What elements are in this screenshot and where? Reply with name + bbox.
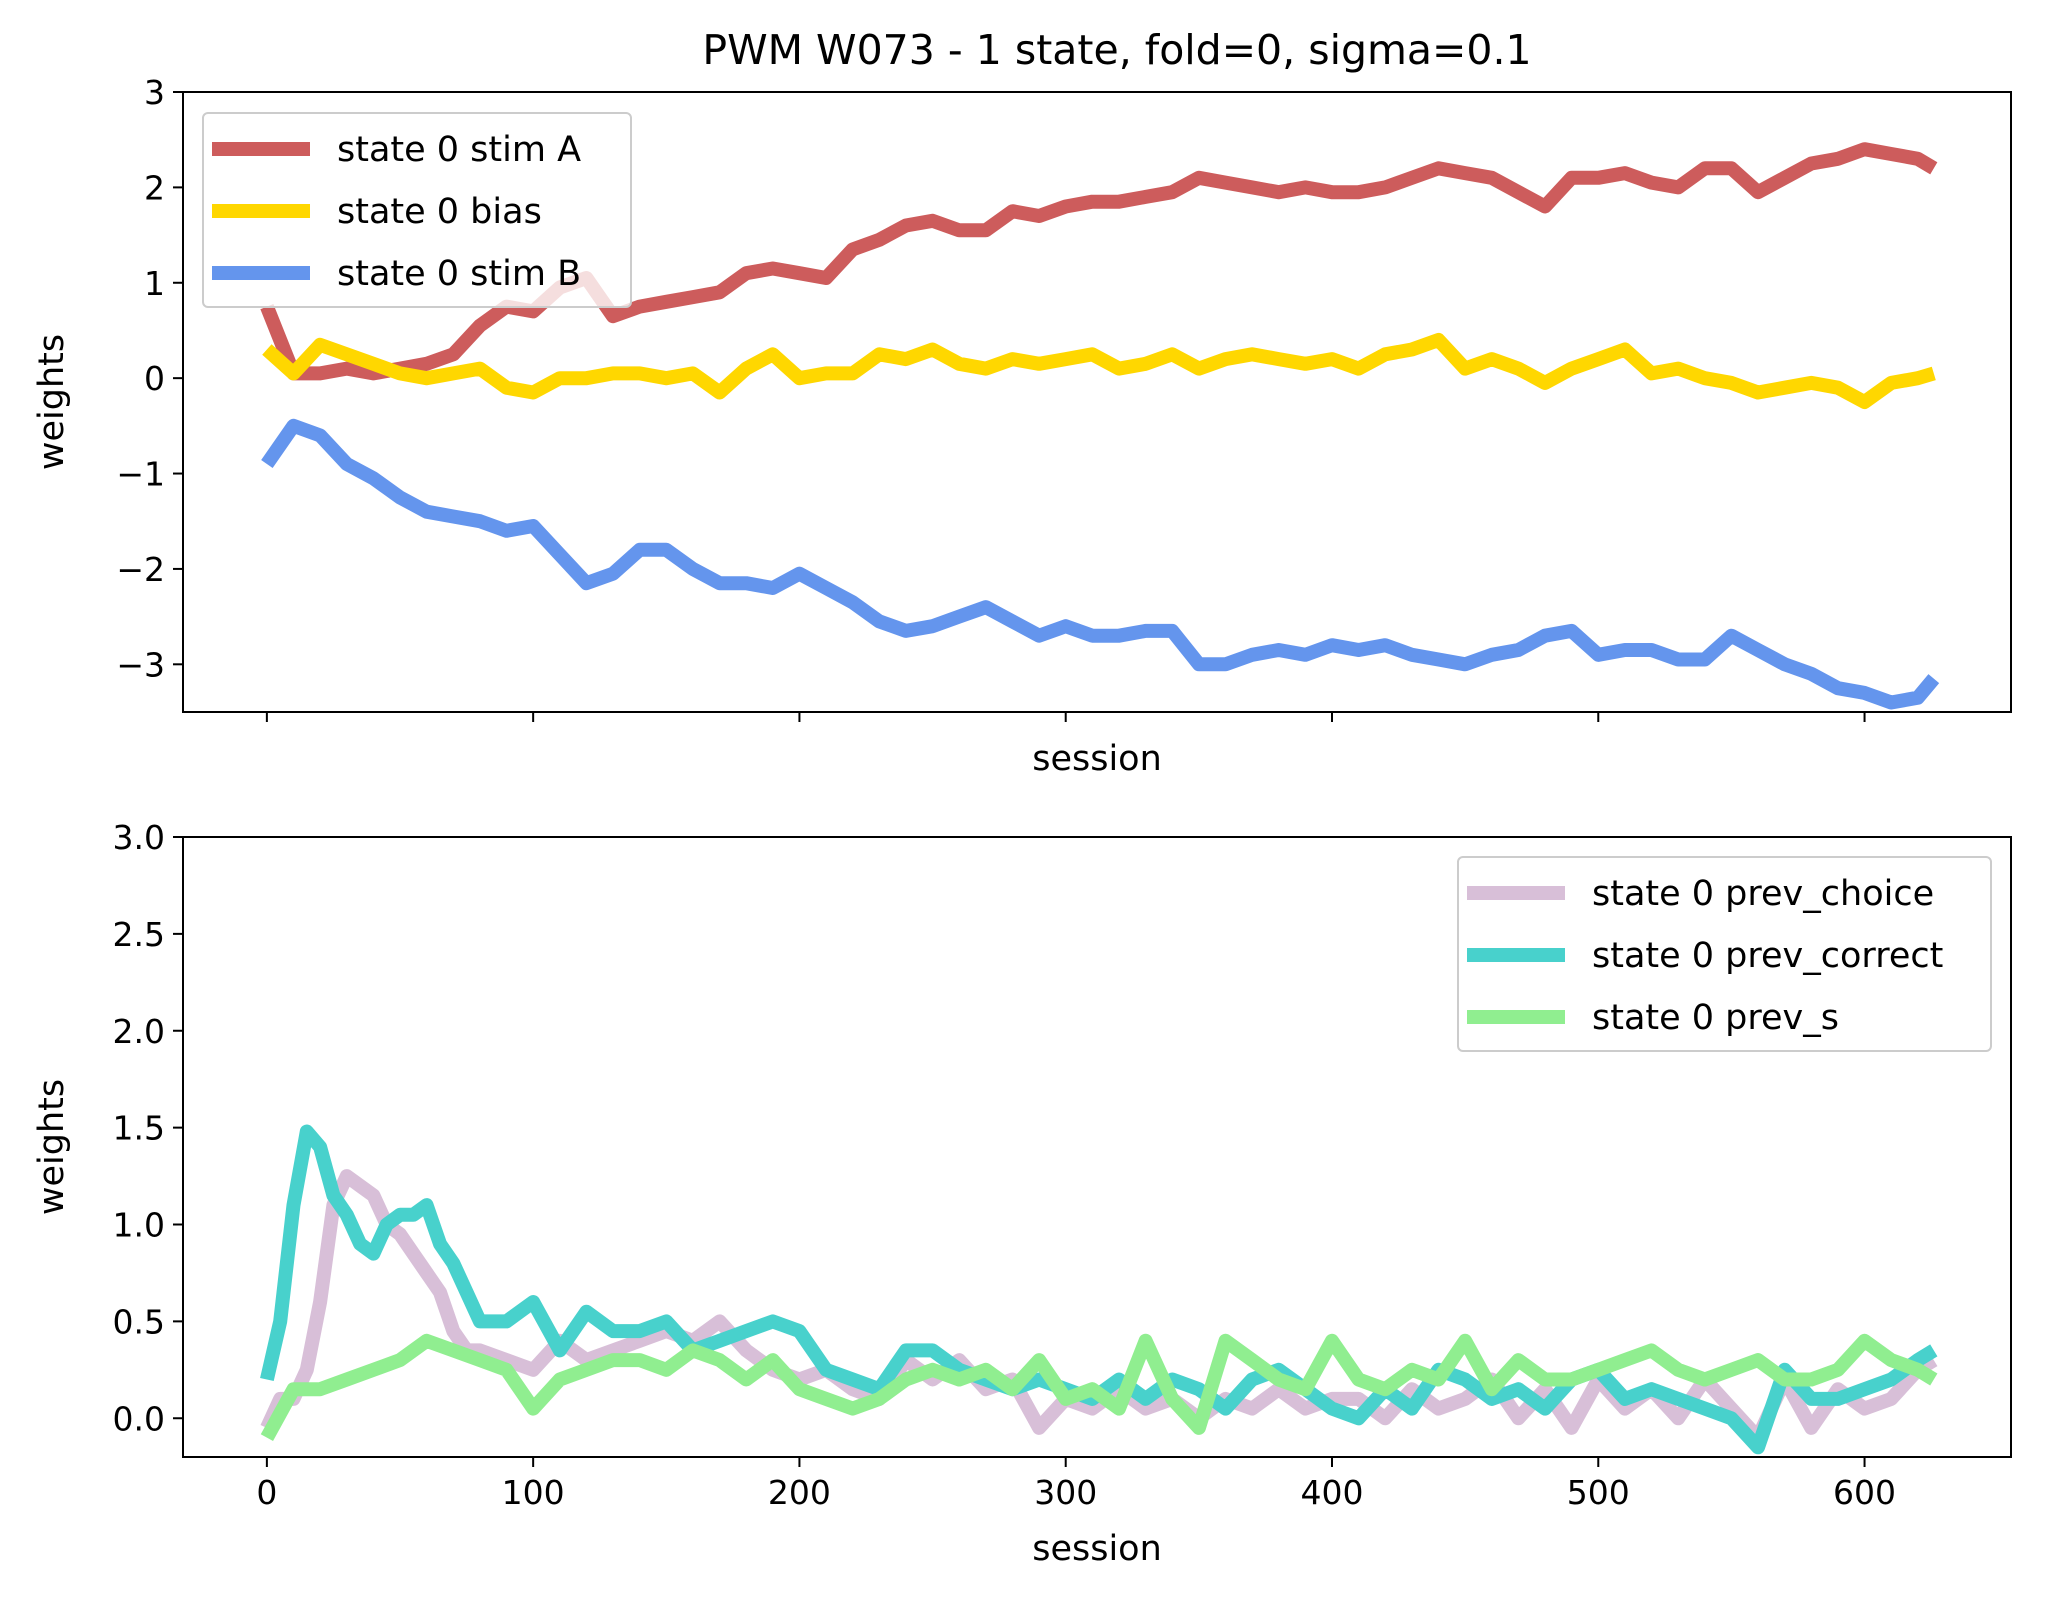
y-tick-label-2: 2 bbox=[144, 168, 165, 207]
y-tick-label-3-0: 3.0 bbox=[113, 818, 165, 857]
top-x-axis-label: session bbox=[1032, 739, 1162, 779]
x-tick-label-400: 400 bbox=[1300, 1473, 1363, 1512]
series-line-state-0-stim-b bbox=[261, 418, 1940, 710]
y-tick-label-1: −1 bbox=[116, 455, 165, 494]
top-y-axis-label: weights bbox=[32, 334, 72, 470]
y-tick-label-1-5: 1.5 bbox=[113, 1109, 165, 1148]
x-tick-label-100: 100 bbox=[502, 1473, 565, 1512]
chart-title: PWM W073 - 1 state, fold=0, sigma=0.1 bbox=[702, 26, 1531, 74]
bottom-series-lines bbox=[260, 1124, 1938, 1455]
y-tick-label-3: −3 bbox=[116, 645, 165, 684]
legend-label-state-0-stim-a: state 0 stim A bbox=[337, 130, 581, 170]
legend-frame bbox=[1457, 856, 1992, 1052]
legend-label-state-0-prev-correct: state 0 prev_correct bbox=[1592, 936, 1943, 976]
x-tick-label-500: 500 bbox=[1567, 1473, 1630, 1512]
legend-label-state-0-prev-s: state 0 prev_s bbox=[1592, 998, 1839, 1038]
y-tick-label-0-0: 0.0 bbox=[113, 1399, 165, 1438]
bottom-x-axis-label: session bbox=[1032, 1529, 1162, 1569]
series-line-state-0-prev-s bbox=[260, 1333, 1938, 1441]
bottom-axes-frame bbox=[182, 836, 2012, 1458]
top-axis-ticks: 3 2 1 0 −1 −2 −3 bbox=[116, 73, 1866, 722]
top-legend: state 0 stim A state 0 bias state 0 stim B bbox=[202, 112, 632, 308]
legend-label-state-0-bias: state 0 bias bbox=[337, 192, 542, 232]
top-subplot: PWM W073 - 1 state, fold=0, sigma=0.1 3 2… bbox=[32, 26, 2012, 779]
y-tick-label-2: −2 bbox=[116, 550, 165, 589]
y-tick-label-2-5: 2.5 bbox=[113, 915, 165, 954]
x-tick-label-300: 300 bbox=[1034, 1473, 1097, 1512]
top-axes-frame bbox=[182, 91, 2012, 713]
x-tick-label-600: 600 bbox=[1833, 1473, 1896, 1512]
legend-label-state-0-prev-choice: state 0 prev_choice bbox=[1592, 874, 1934, 914]
bottom-subplot: 0 100 200 300 400 500 600 3.0 2.5 2.0 1.5 1.0 0.5 0.0… bbox=[32, 818, 2012, 1569]
series-line-state-0-bias bbox=[262, 333, 1936, 409]
y-tick-label-0: 0 bbox=[144, 359, 165, 398]
y-tick-label-3: 3 bbox=[144, 73, 165, 112]
legend-label-state-0-stim-b: state 0 stim B bbox=[337, 254, 581, 294]
bottom-y-axis-label: weights bbox=[32, 1079, 72, 1215]
x-tick-label-200: 200 bbox=[768, 1473, 831, 1512]
legend-frame bbox=[202, 112, 632, 308]
y-tick-label-2-0: 2.0 bbox=[113, 1012, 165, 1051]
y-tick-label-1: 1 bbox=[144, 264, 165, 303]
y-tick-label-1-0: 1.0 bbox=[113, 1206, 165, 1245]
y-tick-label-0-5: 0.5 bbox=[113, 1302, 165, 1341]
bottom-axis-ticks: 0 100 200 300 400 500 600 3.0 2.5 2.0 1.5 1.0 0.5 0.0 bbox=[113, 818, 1897, 1512]
x-tick-label-0: 0 bbox=[256, 1473, 277, 1512]
